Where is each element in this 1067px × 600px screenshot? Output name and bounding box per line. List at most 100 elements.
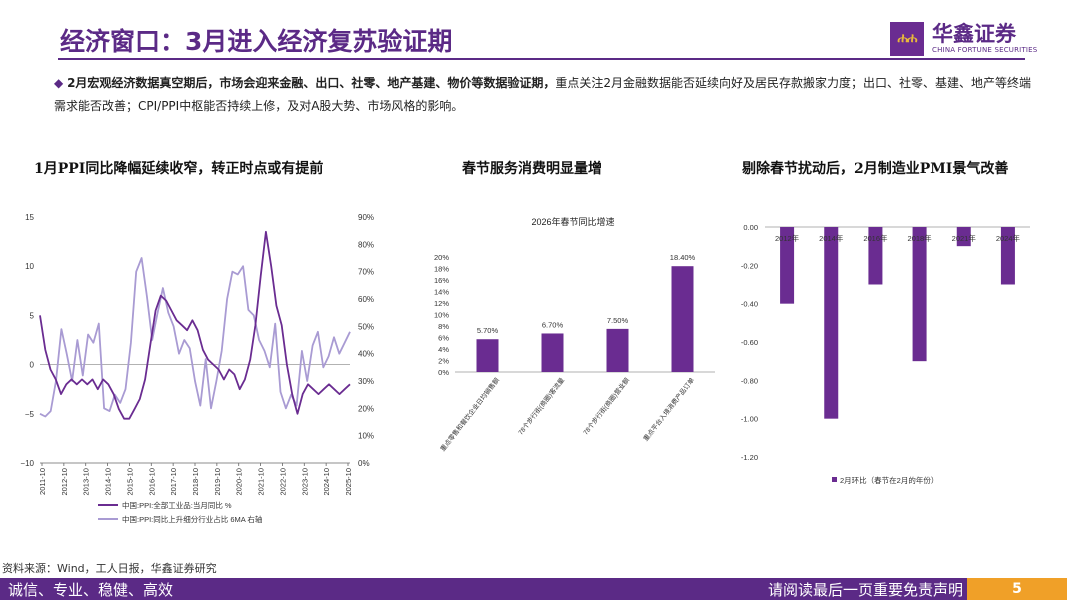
summary-bullet: ◆ 2月宏观经济数据真空期后，市场会迎来金融、出口、社零、地产基建、物价等数据验… — [54, 72, 1034, 118]
bar-data-label: 5.70% — [477, 326, 499, 335]
pmi-bar-6 — [1000, 227, 1015, 285]
x-axis-tick: 2021-10 — [257, 468, 266, 496]
right-axis-tick: 70% — [358, 268, 374, 277]
title-divider — [58, 58, 1025, 60]
bar-y-axis-tick: 16% — [434, 276, 449, 285]
pmi-category-label: 2018年 — [907, 233, 932, 243]
bar-category-label: 78个步行街(商圈)营业额 — [581, 375, 632, 436]
bar-4 — [671, 266, 694, 372]
x-axis-tick: 2013-10 — [82, 468, 91, 496]
pmi-y-axis-tick: -0.40 — [741, 300, 758, 309]
bar-y-axis-tick: 12% — [434, 299, 449, 308]
right-axis-tick: 90% — [358, 213, 374, 222]
bar-y-axis-tick: 0% — [438, 368, 449, 377]
pmi-category-label: 2016年 — [863, 233, 888, 243]
pmi-y-axis-tick: -0.80 — [741, 376, 758, 385]
x-axis-tick: 2019-10 — [213, 468, 222, 496]
x-axis-tick: 2015-10 — [125, 468, 134, 496]
legend-label-share: 中国:PPI:同比上升细分行业占比 6MA 右轴 — [122, 514, 262, 524]
page-title: 经济窗口：3月进入经济复苏验证期 — [60, 27, 453, 56]
bar-y-axis-tick: 14% — [434, 288, 449, 297]
pmi-category-label: 2012年 — [775, 233, 800, 243]
bullet-bold-text: 2月宏观经济数据真空期后，市场会迎来金融、出口、社零、地产基建、物价等数据验证期… — [67, 76, 556, 90]
x-axis-tick: 2024-10 — [322, 468, 331, 496]
bar-y-axis-tick: 8% — [438, 322, 449, 331]
left-axis-tick: 5 — [30, 311, 35, 320]
pmi-y-axis-tick: 0.00 — [743, 223, 758, 232]
pmi-category-label: 2024年 — [996, 233, 1021, 243]
pmi-legend-label: 2月环比（春节在2月的年份） — [840, 475, 938, 485]
pmi-bar-chart: 0.00 -0.20 -0.40 -0.60 -0.80 -1.00 -1.20 2012年 2… — [741, 223, 1030, 485]
chart-title-pmi: 剔除春节扰动后，2月制造业PMI景气改善 — [742, 161, 1009, 177]
right-axis-tick: 50% — [358, 322, 374, 331]
bar-category-label: 重点平台入境消费产品订单 — [641, 375, 696, 442]
page-number: 5 — [967, 578, 1067, 600]
x-axis-tick: 2020-10 — [235, 468, 244, 496]
x-axis-tick: 2022-10 — [278, 468, 287, 496]
right-axis-tick: 40% — [358, 350, 374, 359]
bullet-text: 重点关注2月金融数据能否延续向好及居民存款搬家力度；出口、社零、基建、地产等终端… — [54, 76, 1032, 113]
right-axis-tick: 20% — [358, 404, 374, 413]
left-axis-tick: −10 — [20, 459, 34, 468]
right-axis-tick: 10% — [358, 432, 374, 441]
pmi-bar-4 — [912, 227, 927, 362]
bar-data-label: 18.40% — [670, 253, 696, 262]
pmi-y-axis-tick: -0.20 — [741, 261, 758, 270]
pmi-bar-3 — [868, 227, 883, 285]
pmi-bar-2 — [824, 227, 839, 419]
x-axis-tick: 2011-10 — [38, 468, 47, 495]
bar-y-axis-tick: 10% — [434, 311, 449, 320]
bar-chart-title: 2026年春节同比增速 — [531, 216, 614, 227]
chart-title-ppi: 1月PPI同比降幅延续收窄，转正时点或有提前 — [34, 161, 324, 177]
bar-2 — [541, 333, 564, 372]
pmi-bar-1 — [780, 227, 795, 304]
x-axis-tick: 2023-10 — [300, 468, 309, 496]
pmi-y-axis-tick: -1.20 — [741, 453, 758, 462]
pmi-category-label: 2014年 — [819, 233, 844, 243]
right-axis-tick: 0% — [358, 459, 370, 468]
x-axis-tick: 2016-10 — [147, 468, 156, 496]
x-axis-tick: 2017-10 — [169, 468, 178, 496]
pmi-category-label: 2021年 — [952, 233, 977, 243]
bar-y-axis-tick: 4% — [438, 345, 449, 354]
bar-y-axis-tick: 20% — [434, 253, 449, 262]
x-axis-tick: 2018-10 — [191, 468, 200, 496]
pmi-legend-swatch — [832, 477, 837, 482]
bar-data-label: 6.70% — [542, 320, 564, 329]
bar-y-axis-tick: 6% — [438, 334, 449, 343]
spring-festival-bar-chart: 2026年春节同比增速 20% 18% 16% 14% 12% 10% 8% 6% 4% 2% 0% 5… — [434, 216, 715, 453]
series-line-industry-share — [39, 257, 351, 418]
bullet-diamond-icon: ◆ — [54, 76, 64, 90]
bar-category-label: 重点零售和餐饮企业日均销售额 — [438, 375, 501, 453]
bar-data-label: 7.50% — [607, 316, 629, 325]
pmi-bar-5 — [956, 227, 971, 247]
right-axis-tick: 60% — [358, 295, 374, 304]
company-logo: ሐሐ 华鑫证券 CHINA FORTUNE SECURITIES — [890, 20, 1037, 56]
logo-icon: ሐሐ — [890, 22, 924, 56]
bar-y-axis-tick: 18% — [434, 265, 449, 274]
pmi-y-axis-tick: -0.60 — [741, 338, 758, 347]
left-axis-tick: 10 — [25, 262, 34, 271]
legend-label-ppi: 中国:PPI:全部工业品:当月同比 % — [122, 500, 232, 510]
bar-1 — [476, 339, 499, 372]
bar-3 — [606, 328, 629, 372]
left-axis-tick: 15 — [25, 213, 34, 222]
logo-name-en: CHINA FORTUNE SECURITIES — [932, 46, 1038, 54]
footer-disclaimer: 请阅读最后一页重要免责声明 — [767, 581, 963, 599]
x-axis-tick: 2012-10 — [60, 468, 69, 496]
right-axis-tick: 80% — [358, 240, 374, 249]
bar-y-axis-tick: 2% — [438, 357, 449, 366]
left-axis-tick: 0 — [30, 361, 35, 370]
left-axis-tick: −5 — [25, 410, 35, 419]
series-line-ppi-yoy — [39, 230, 351, 420]
right-axis-tick: 30% — [358, 377, 374, 386]
ppi-line-chart: 15 10 5 0 −5 −10 90% 80% 70% 60% 50% 40% 30% 20% 10% 0%… — [20, 213, 374, 524]
pmi-y-axis-tick: -1.00 — [741, 415, 758, 424]
footer-slogan: 诚信、专业、稳健、高效 — [8, 581, 174, 599]
logo-name-cn: 华鑫证券 — [932, 22, 1016, 46]
x-axis-tick: 2025-10 — [344, 468, 353, 496]
footer-bar: 诚信、专业、稳健、高效 请阅读最后一页重要免责声明 5 — [0, 578, 1067, 600]
bar-category-label: 78个步行街(商圈)客流量 — [516, 375, 567, 436]
source-note: 资料来源：Wind，工人日报，华鑫证券研究 — [2, 562, 217, 575]
x-axis-tick: 2014-10 — [104, 468, 113, 496]
